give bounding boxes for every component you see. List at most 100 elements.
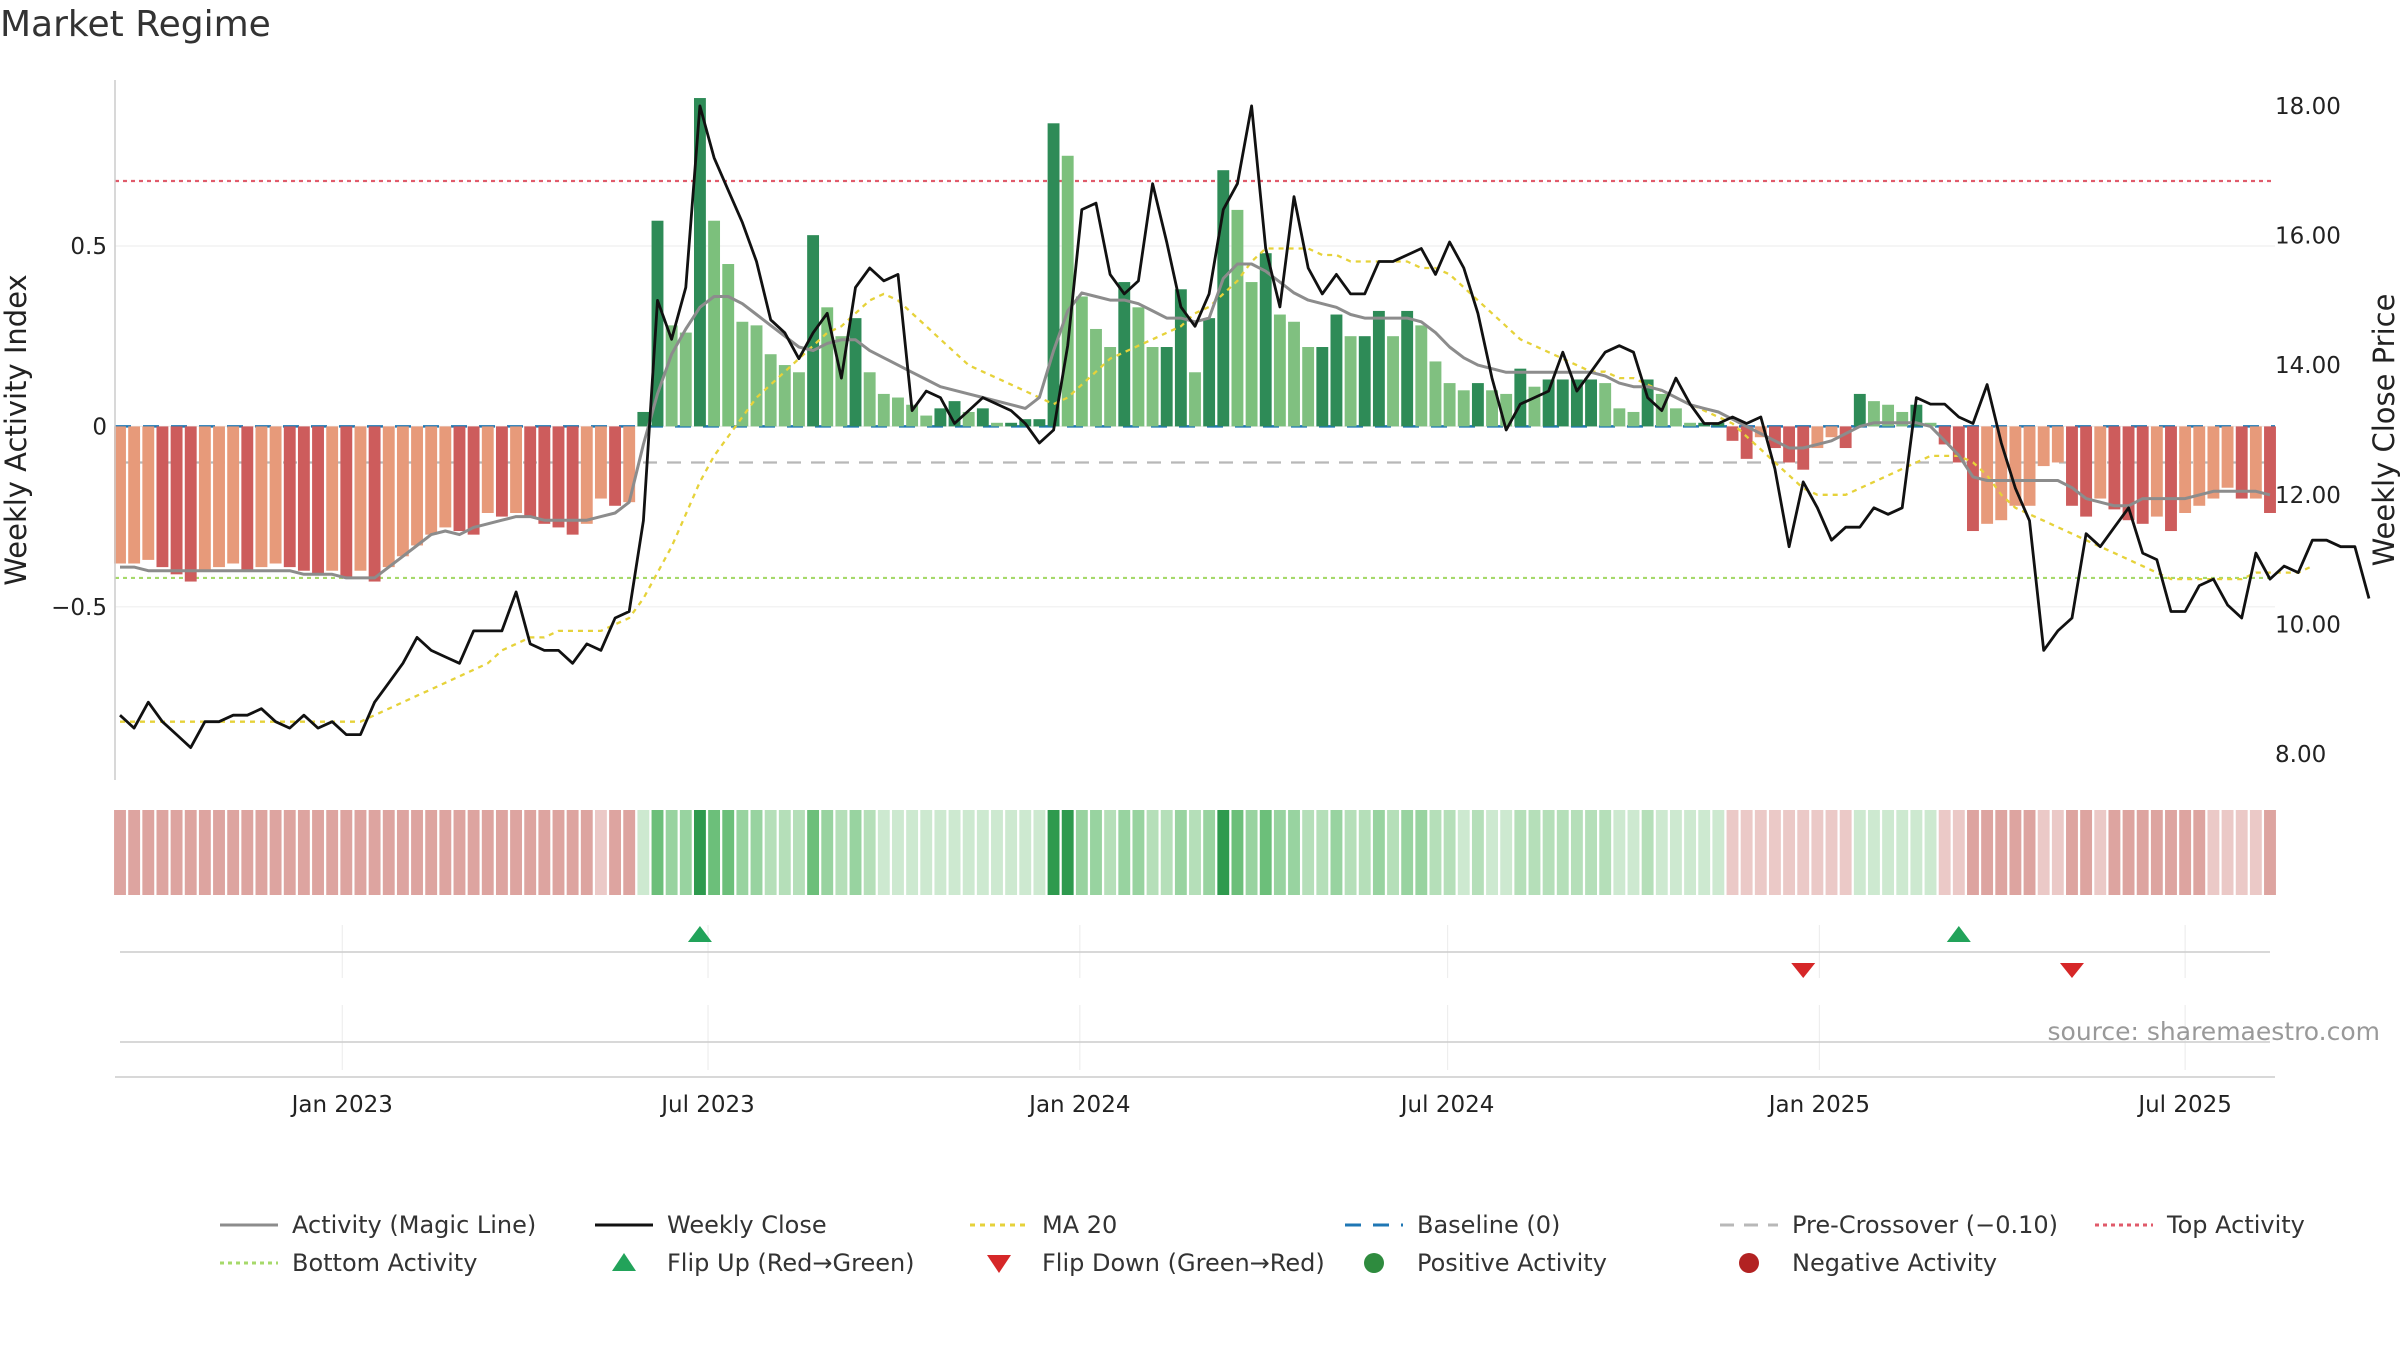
activity-bar: [411, 426, 423, 546]
activity-bar: [255, 426, 268, 568]
activity-bar: [2094, 426, 2107, 499]
activity-bar: [651, 220, 664, 427]
activity-bar: [665, 325, 678, 427]
regime-strip-cell: [297, 810, 310, 895]
regime-strip-cell: [1967, 810, 1979, 895]
activity-bar: [1839, 426, 1852, 449]
activity-bar: [114, 426, 126, 564]
activity-bar: [1882, 404, 1895, 427]
activity-bar: [340, 426, 353, 578]
regime-strip-cell: [269, 810, 282, 895]
regime-strip-cell: [156, 810, 169, 895]
activity-bar: [821, 307, 834, 427]
regime-strip-cell: [877, 810, 890, 895]
regime-strip-cell: [283, 810, 296, 895]
regime-strip-cell: [793, 810, 805, 895]
activity-magic-line: [120, 262, 2271, 580]
activity-bar: [2009, 426, 2022, 506]
activity-bar: [835, 336, 848, 427]
legend-label: Negative Activity: [1792, 1249, 1997, 1277]
activity-bar: [1429, 361, 1442, 427]
regime-strip-cell: [1443, 810, 1456, 895]
regime-strip-cell: [1387, 810, 1399, 895]
regime-strip-cell: [495, 810, 508, 895]
activity-bar: [2264, 426, 2276, 513]
y-right-tick-label: 8.00: [2275, 742, 2326, 768]
activity-bar: [1896, 411, 1909, 427]
regime-strip-cell: [1174, 810, 1187, 895]
activity-bar: [524, 426, 537, 517]
regime-strip-cell: [807, 810, 820, 895]
activity-bar: [2037, 426, 2050, 467]
activity-bar: [778, 365, 791, 427]
activity-bar: [552, 426, 565, 528]
legend-label: Flip Down (Green→Red): [1042, 1249, 1325, 1277]
activity-bar: [170, 426, 183, 575]
activity-bar: [1938, 426, 1951, 445]
regime-strip-cell: [552, 810, 565, 895]
activity-bar: [312, 426, 324, 575]
regime-strip-cell: [651, 810, 664, 895]
regime-strip-cell: [1585, 810, 1597, 895]
activity-bar: [1514, 368, 1527, 427]
regime-strip-cell: [948, 810, 961, 895]
activity-bar: [213, 426, 225, 568]
activity-bar: [1811, 426, 1824, 449]
regime-strip-cell: [835, 810, 848, 895]
regime-strip-cell: [750, 810, 763, 895]
regime-strip-cell: [1868, 810, 1880, 895]
regime-strip-cell: [114, 810, 126, 895]
activity-bar: [736, 321, 749, 427]
regime-strip-cell: [906, 810, 919, 895]
activity-bar: [594, 426, 607, 499]
regime-strip-cell: [722, 810, 735, 895]
activity-bar: [2193, 426, 2206, 506]
activity-bar: [863, 372, 876, 427]
activity-bar: [1415, 325, 1428, 427]
regime-strip-cell: [2150, 810, 2163, 895]
regime-strip-cell: [227, 810, 240, 895]
activity-bar: [425, 426, 438, 535]
flip-up-marker: [1946, 926, 1971, 942]
regime-strip-cell: [1372, 810, 1385, 895]
activity-bar: [1118, 282, 1131, 427]
y-right-tick-label: 14.00: [2275, 353, 2341, 379]
regime-strip-cell: [213, 810, 225, 895]
regime-strip-cell: [1599, 810, 1612, 895]
activity-bar: [2080, 426, 2093, 517]
regime-strip-cell: [2122, 810, 2135, 895]
x-tick-label: Jan 2025: [1767, 1092, 1870, 1118]
activity-bar: [128, 426, 141, 564]
x-tick-label: Jan 2024: [1027, 1092, 1130, 1118]
regime-strip-cell: [1853, 810, 1866, 895]
activity-bar: [354, 426, 367, 571]
regime-strip-cell: [1528, 810, 1541, 895]
activity-bar: [1910, 404, 1923, 427]
activity-bar: [1967, 426, 1979, 532]
activity-bar: [623, 426, 636, 503]
regime-strip-cell: [1160, 810, 1173, 895]
regime-strip-cell: [170, 810, 183, 895]
activity-bar: [793, 372, 805, 427]
regime-strip-cell: [2094, 810, 2107, 895]
activity-bar: [1401, 310, 1414, 427]
regime-strip-cell: [1627, 810, 1640, 895]
legend-label: Positive Activity: [1417, 1249, 1607, 1277]
regime-strip-cell: [778, 810, 791, 895]
regime-strip-cell: [1712, 810, 1725, 895]
activity-bar: [877, 393, 890, 427]
activity-bar: [1273, 314, 1286, 427]
regime-strip-cell: [2249, 810, 2262, 895]
regime-strip-cell: [354, 810, 367, 895]
regime-strip-cell: [637, 810, 650, 895]
regime-strip-cell: [1556, 810, 1569, 895]
activity-bar: [2066, 426, 2078, 506]
regime-strip-cell: [1415, 810, 1428, 895]
regime-strip-cell: [538, 810, 551, 895]
activity-bar: [1825, 426, 1838, 438]
activity-bar: [708, 220, 721, 427]
activity-bar: [906, 404, 919, 427]
activity-bar: [1726, 426, 1739, 441]
regime-strip-cell: [1896, 810, 1909, 895]
